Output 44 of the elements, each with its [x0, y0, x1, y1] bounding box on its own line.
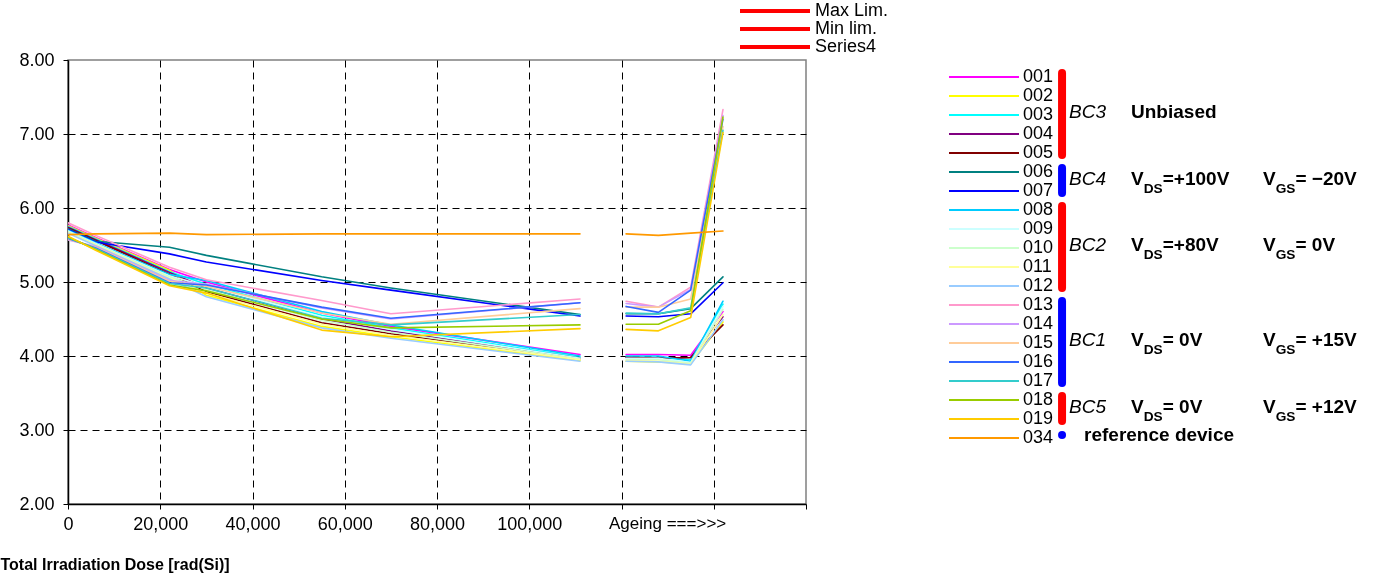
- legend-label: 016: [1023, 351, 1054, 371]
- text: BC2 V$_{DS}$=+80V V$_{GS}$= 0V: [1069, 234, 1336, 262]
- legend-label: 004: [1023, 123, 1054, 143]
- legend-label: 015: [1023, 332, 1054, 352]
- text: Ageing ===>>>: [609, 514, 727, 533]
- legend-label: Max Lim.: [815, 0, 889, 20]
- legend-label: 014: [1023, 313, 1054, 333]
- legend-label: 019: [1023, 408, 1054, 428]
- y-tick-label: 4.00: [19, 345, 55, 366]
- text: BC1 V$_{DS}$= 0V V$_{GS}$= +15V: [1069, 329, 1357, 357]
- legend-label: 003: [1023, 104, 1054, 124]
- legend-label: 017: [1023, 370, 1054, 390]
- legend-label: 001: [1023, 66, 1054, 86]
- legend-label: 034: [1023, 427, 1054, 447]
- y-tick-label: 5.00: [19, 271, 55, 292]
- legend-label: 007: [1023, 180, 1054, 200]
- legend-label: 006: [1023, 161, 1054, 181]
- x-tick-label: 0: [63, 513, 74, 534]
- x-tick-label: 20,000: [133, 513, 189, 534]
- legend-label: 013: [1023, 294, 1054, 314]
- legend-label: 009: [1023, 218, 1054, 238]
- text: BC4 V$_{DS}$=+100V V$_{GS}$= −20V: [1069, 167, 1357, 195]
- y-tick-label: 6.00: [19, 197, 55, 218]
- y-tick-label: 2.00: [19, 493, 55, 514]
- legend-label: 018: [1023, 389, 1054, 409]
- legend-label: 012: [1023, 275, 1054, 295]
- legend-label: 010: [1023, 237, 1054, 257]
- y-tick-label: 3.00: [19, 419, 55, 440]
- legend-label: 008: [1023, 199, 1054, 219]
- y-tick-label: 8.00: [19, 49, 55, 70]
- legend-label: 005: [1023, 142, 1054, 162]
- legend-label: 002: [1023, 85, 1054, 105]
- text: reference device: [1084, 424, 1235, 445]
- legend-label: Series4: [815, 36, 877, 56]
- legend-label: Min lim.: [815, 18, 877, 38]
- x-tick-label: 100,000: [497, 513, 563, 534]
- x-tick-label: 40,000: [225, 513, 281, 534]
- text: BC5 V$_{DS}$= 0V V$_{GS}$= +12V: [1069, 395, 1357, 423]
- x-tick-label: 60,000: [317, 513, 373, 534]
- x-axis-title: Total Irradiation Dose [rad(Si)]: [0, 555, 230, 573]
- y-tick-label: 7.00: [19, 123, 55, 144]
- text: BC3 Unbiased: [1069, 101, 1217, 122]
- x-tick-label: 80,000: [409, 513, 466, 534]
- legend-label: 011: [1023, 256, 1052, 276]
